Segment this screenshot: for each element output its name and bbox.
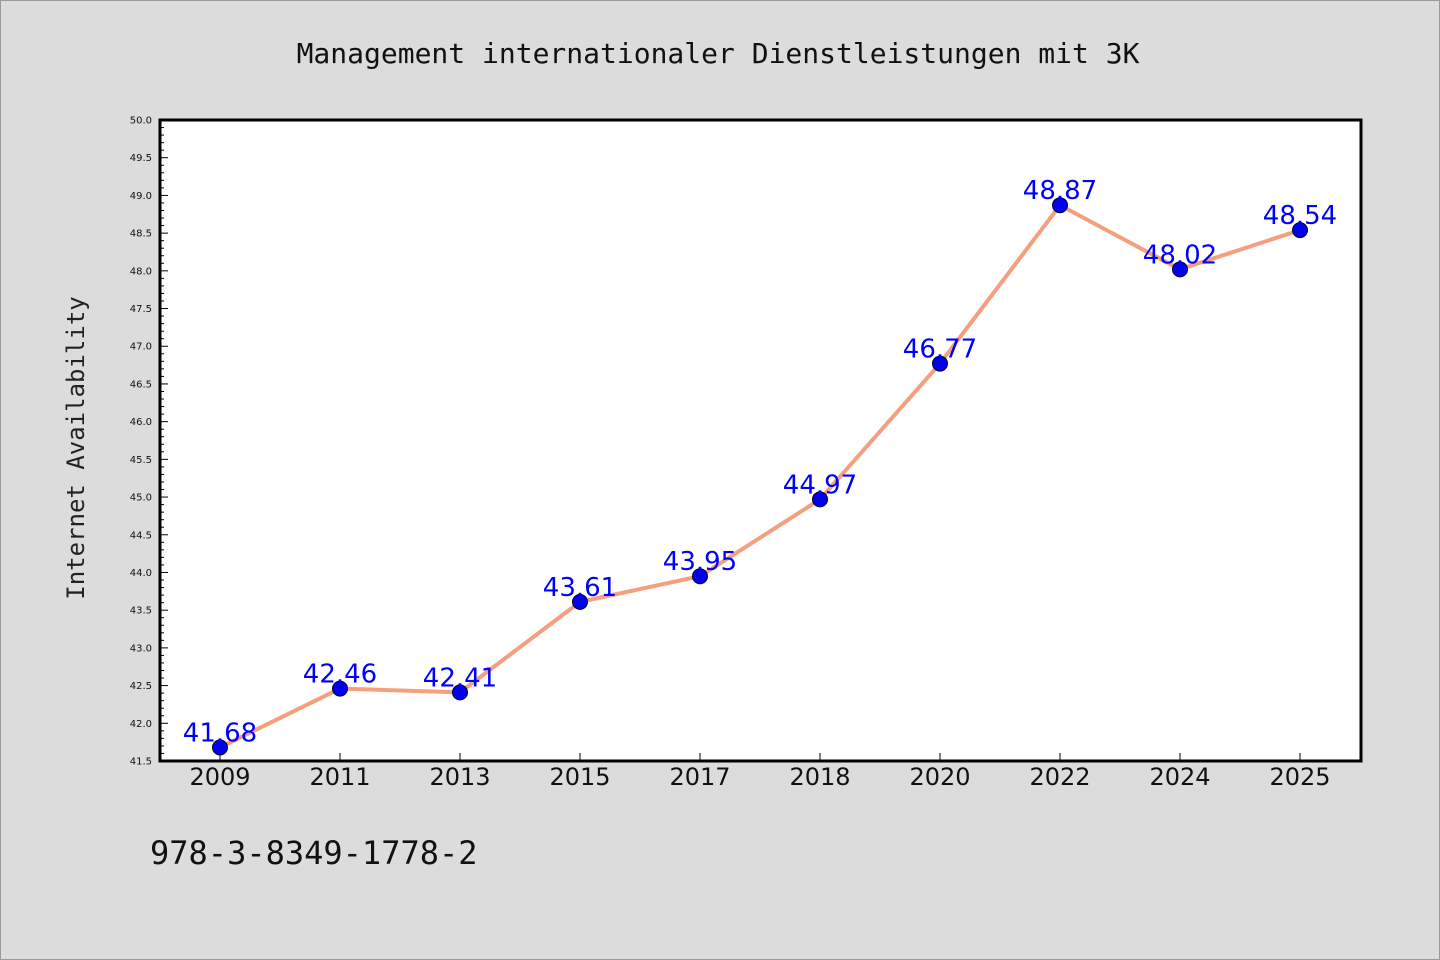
- x-tick-label: 2013: [429, 763, 490, 791]
- x-tick-label: 2025: [1269, 763, 1330, 791]
- y-tick-label: 43.5: [130, 606, 152, 617]
- data-point: [1292, 222, 1308, 239]
- y-tick-label: 45.0: [130, 493, 152, 504]
- data-label: 48.54: [1263, 201, 1337, 231]
- data-point: [1052, 197, 1068, 214]
- data-point: [932, 355, 948, 372]
- data-label: 43.95: [663, 547, 737, 577]
- y-tick-label: 46.5: [130, 379, 152, 390]
- y-tick-label: 42.0: [130, 719, 152, 730]
- y-tick-label: 47.0: [130, 342, 152, 353]
- y-tick-label: 43.0: [130, 643, 152, 654]
- data-label: 41.68: [183, 718, 257, 748]
- isbn-text: 978-3-8349-1778-2: [150, 834, 478, 872]
- series-line: [218, 203, 1302, 750]
- y-tick-label: 44.5: [130, 530, 152, 541]
- y-tick-label: 48.0: [130, 266, 152, 277]
- data-label: 42.41: [423, 663, 497, 693]
- x-tick-label: 2015: [549, 763, 610, 791]
- data-point: [452, 684, 468, 701]
- x-tick-label: 2009: [189, 763, 250, 791]
- data-point: [212, 739, 228, 756]
- y-tick-label: 46.0: [130, 417, 152, 428]
- y-tick-label: 44.0: [130, 568, 152, 579]
- x-axis-ticks: 2009 2011 2013 2015 2017 2018 2020 2022 2024 2025: [189, 753, 1331, 791]
- data-label: 46.77: [903, 335, 977, 365]
- plot-border: [158, 118, 1363, 763]
- x-tick-label: 2020: [909, 763, 970, 791]
- y-tick-label: 49.5: [130, 153, 152, 164]
- y-tick-label: 45.5: [130, 455, 152, 466]
- chart-title: Management internationaler Dienstleistun…: [297, 37, 1140, 70]
- y-tick-label: 47.5: [130, 304, 152, 315]
- data-label: 48.87: [1023, 176, 1097, 206]
- y-tick-label: 49.0: [130, 191, 152, 202]
- x-tick-label: 2011: [309, 763, 370, 791]
- data-label: 43.61: [543, 573, 617, 603]
- data-point: [692, 568, 708, 585]
- y-tick-label: 41.5: [130, 757, 152, 768]
- data-point: [572, 593, 588, 610]
- y-axis-ticks: 41.5 42.0 42.5 43.0 43.5 44.0 44.5 45.0 45.5 46.0…: [130, 116, 168, 768]
- data-point: [1172, 261, 1188, 278]
- data-label: 48.02: [1143, 240, 1217, 270]
- data-point: [332, 680, 348, 697]
- data-point: [812, 491, 828, 508]
- data-label: 42.46: [303, 660, 377, 690]
- x-tick-label: 2022: [1029, 763, 1090, 791]
- plot-area: [160, 120, 1361, 761]
- y-axis-label: Internet Availability: [62, 296, 90, 599]
- y-tick-label: 42.5: [130, 681, 152, 692]
- y-tick-label: 48.5: [130, 229, 152, 240]
- x-tick-label: 2017: [669, 763, 730, 791]
- data-label: 44.97: [783, 470, 857, 500]
- y-tick-label: 50.0: [130, 116, 152, 127]
- x-tick-label: 2024: [1149, 763, 1210, 791]
- series-layer: [212, 197, 1308, 756]
- data-labels-layer: 41.68 42.46 42.41 43.61 43.95 44.97 46.77 48.87…: [183, 176, 1337, 748]
- x-tick-label: 2018: [789, 763, 850, 791]
